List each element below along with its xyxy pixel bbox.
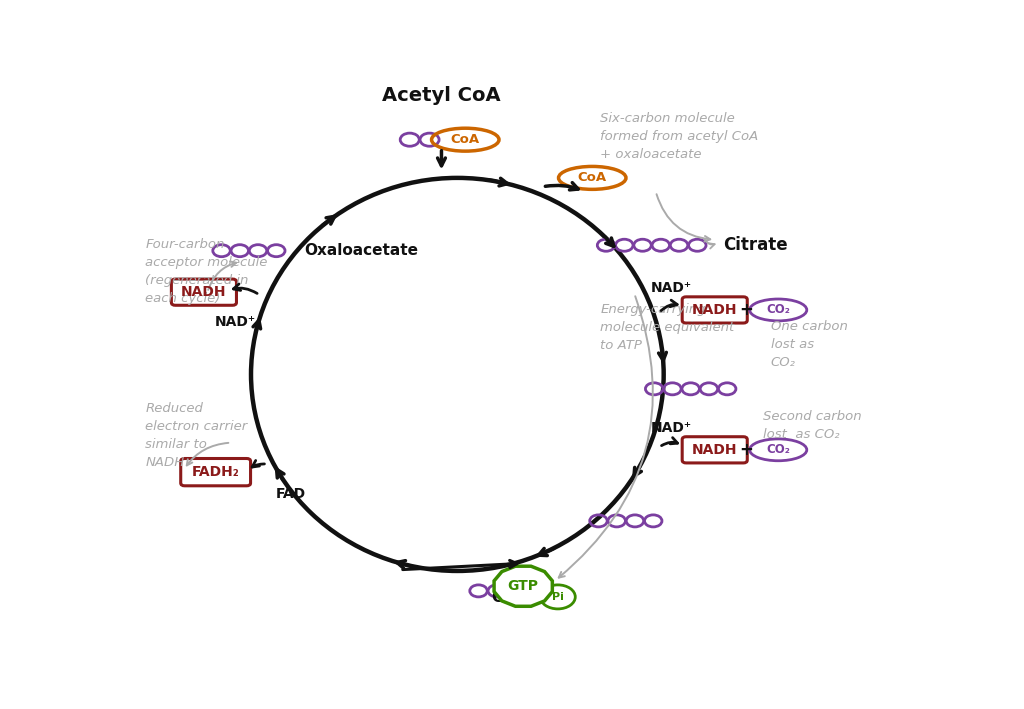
FancyBboxPatch shape [180,459,251,486]
Text: Citrate: Citrate [723,236,787,255]
FancyBboxPatch shape [682,297,748,323]
Text: Six-carbon molecule
formed from acetyl CoA
+ oxaloacetate: Six-carbon molecule formed from acetyl C… [600,113,759,162]
Text: +: + [739,441,754,459]
Text: Reduced
electron carrier
similar to
NADH: Reduced electron carrier similar to NADH [145,402,248,469]
Text: NAD⁺: NAD⁺ [650,281,691,295]
Text: CoA: CoA [451,133,480,146]
Text: Pi: Pi [552,592,564,602]
Text: NADH: NADH [692,303,737,317]
FancyBboxPatch shape [682,437,748,463]
FancyBboxPatch shape [171,279,237,306]
Text: Oxaloacetate: Oxaloacetate [304,243,419,258]
Text: NADH: NADH [692,443,737,457]
Text: Second carbon
lost  as CO₂: Second carbon lost as CO₂ [763,410,861,441]
Text: Four-carbon
acceptor molecule
(regenerated in
each cycle): Four-carbon acceptor molecule (regenerat… [145,238,268,305]
Text: GTP: GTP [508,579,539,593]
Text: CO₂: CO₂ [766,303,791,316]
Text: NAD⁺: NAD⁺ [650,421,691,435]
Text: One carbon
lost as
CO₂: One carbon lost as CO₂ [771,320,848,369]
Text: +: + [739,301,754,319]
Text: CoA: CoA [578,172,607,184]
Text: CO₂: CO₂ [766,443,791,457]
Text: FAD: FAD [276,487,306,501]
Text: GDP,: GDP, [492,591,537,605]
Text: Energy-carrying
molecule equivalent
to ATP: Energy-carrying molecule equivalent to A… [600,303,734,352]
Text: NAD⁺: NAD⁺ [215,316,256,329]
Text: FADH₂: FADH₂ [191,465,240,479]
Text: Acetyl CoA: Acetyl CoA [382,86,501,106]
Text: NADH: NADH [181,285,226,299]
